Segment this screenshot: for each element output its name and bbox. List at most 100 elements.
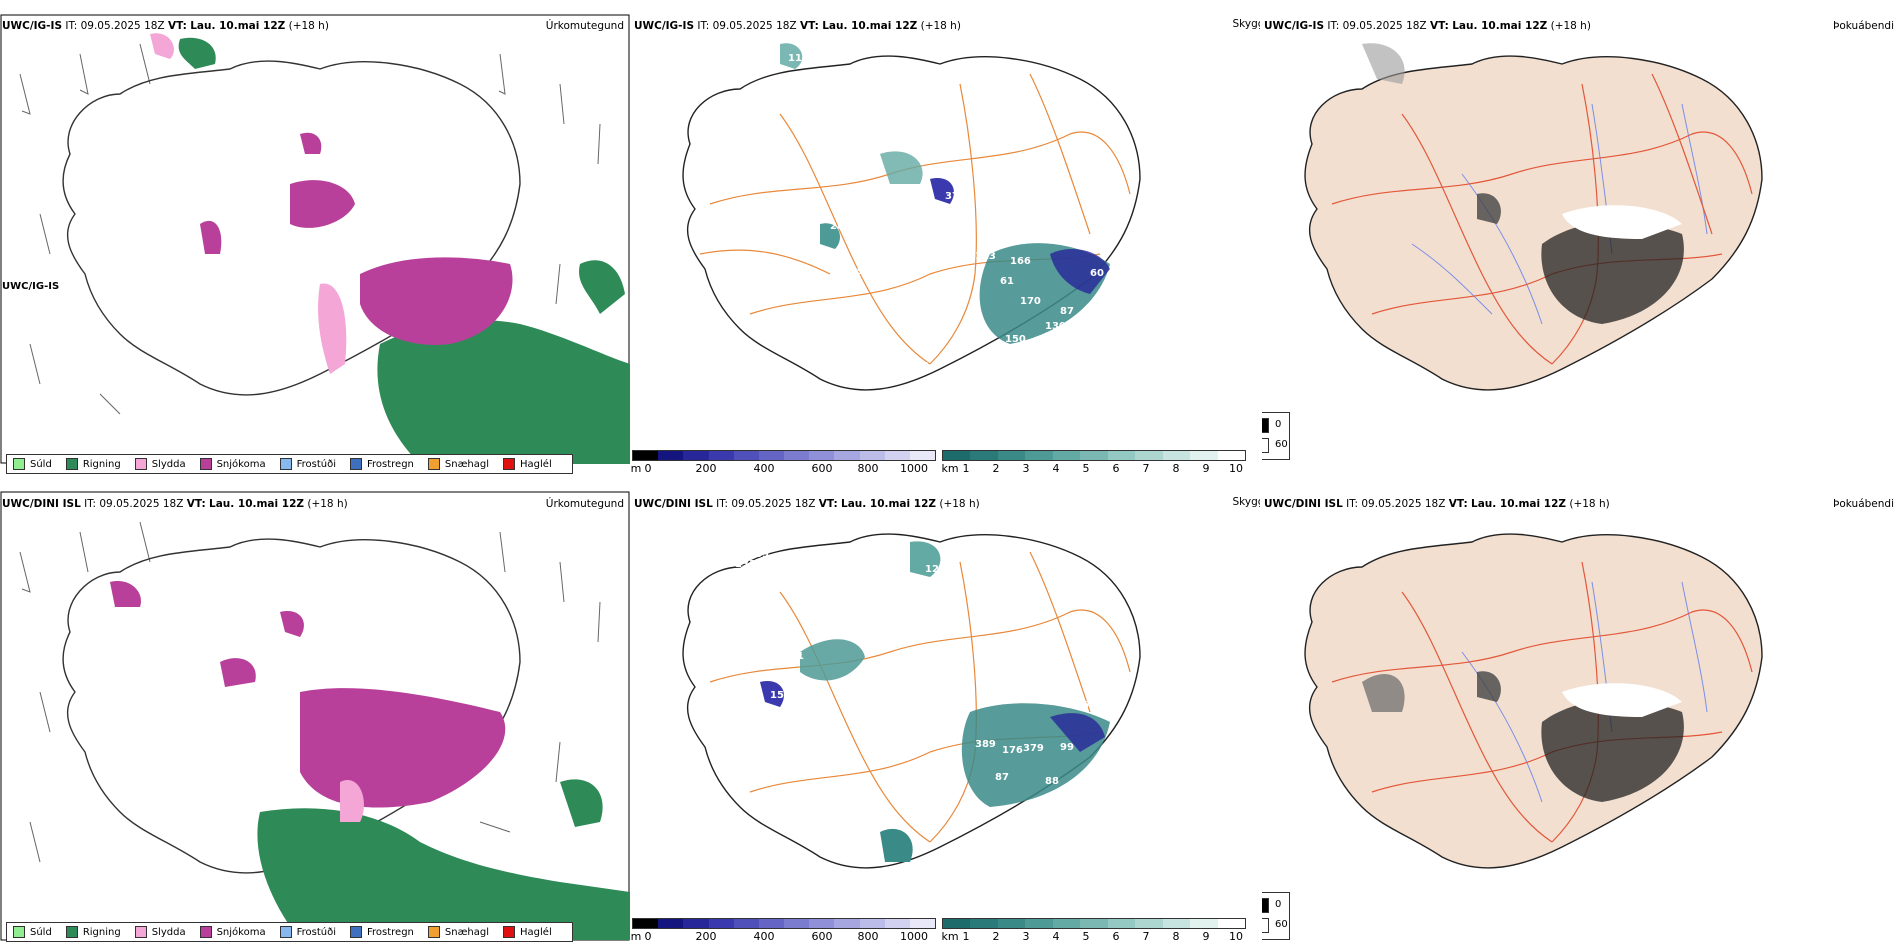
svg-text:190: 190 — [945, 686, 966, 697]
model-name: UWC/IG-IS — [1264, 20, 1325, 32]
visibility-tick: 4 — [1052, 930, 1060, 943]
legend-item-sleet: Slydda — [134, 458, 186, 470]
ceiling-tick: 800 — [857, 462, 879, 475]
precip-snow — [110, 581, 506, 808]
svg-text:84: 84 — [915, 361, 929, 372]
svg-text:64: 64 — [1082, 700, 1096, 711]
svg-text:170: 170 — [1020, 296, 1041, 307]
roads — [699, 73, 1131, 365]
ceiling-unit: m — [630, 462, 642, 475]
cloud-panel-row2: 131 89 82 121 162 71 15 190 300 292 389 … — [630, 482, 1260, 950]
vt-value: Lau. 10.mai 12Z — [190, 20, 286, 32]
svg-text:99: 99 — [1060, 742, 1074, 753]
visibility-tick: 2 — [992, 930, 1000, 943]
legend-label: Slydda — [151, 458, 186, 470]
svg-text:35: 35 — [1065, 336, 1079, 347]
it-value: 09.05.2025 18Z — [712, 20, 797, 32]
visibility-tick: 7 — [1142, 930, 1150, 943]
cloud-base-labels: 131 89 82 121 162 71 15 190 300 292 389 … — [670, 549, 1132, 877]
svg-text:155: 155 — [910, 251, 931, 262]
fog-legend-low-swatch — [1262, 438, 1269, 453]
model-name: UWC/DINI ISL — [634, 498, 713, 510]
iceland-land — [1304, 55, 1763, 391]
cloud-base-labels: 112 65 43 376 28 89 155 113 166 59 15 61… — [788, 53, 1104, 392]
map-side-label: UWC/IG-IS — [2, 281, 59, 292]
visibility-tick: 9 — [1202, 462, 1210, 475]
svg-text:162: 162 — [912, 580, 933, 591]
visibility-shading — [760, 541, 1110, 862]
model-name: UWC/DINI ISL — [1264, 498, 1343, 510]
fog-legend-high-swatch — [1262, 898, 1269, 913]
model-name: UWC/IG-IS — [634, 20, 695, 32]
it-label: IT: — [1346, 498, 1359, 510]
fog-legend-high-label: 0 — [1275, 419, 1282, 430]
ptype-title: Úrkomutegund — [545, 20, 624, 32]
legend-label: Frostregn — [367, 926, 414, 938]
svg-text:59: 59 — [850, 266, 864, 277]
legend-label: Snjókoma — [216, 458, 266, 470]
svg-text:292: 292 — [1010, 694, 1031, 705]
svg-text:88: 88 — [1045, 776, 1059, 787]
ceiling-tick: 1000 — [900, 930, 928, 943]
legend-label: Snæhagl — [444, 926, 490, 938]
fog-legend-low-swatch — [1262, 918, 1269, 933]
svg-text:176: 176 — [1002, 745, 1023, 756]
ceiling-colorbar-swatches — [632, 450, 936, 461]
vt-label: VT: — [799, 20, 819, 32]
lead-time: (+18 h) — [939, 498, 980, 510]
svg-text:87: 87 — [1060, 306, 1074, 317]
ptype-header-row1: UWC/IG-IS IT: 09.05.2025 18Z VT: Lau. 10… — [2, 20, 329, 32]
roads — [709, 551, 1131, 843]
visibility-tick: 8 — [1172, 462, 1180, 475]
model-name: UWC/IG-IS — [2, 20, 63, 32]
visibility-colorbar: km 1 2 3 4 5 6 7 8 9 10 — [941, 450, 1246, 476]
legend-label: Slydda — [151, 926, 186, 938]
legend-label: Haglél — [520, 458, 552, 470]
ptype-legend: Súld Rigning Slydda Snjókoma Frostúði Fr… — [6, 454, 573, 474]
svg-text:28: 28 — [830, 221, 844, 232]
ceiling-tick: 600 — [811, 930, 833, 943]
legend-item-snow-pellets: Snæhagl — [427, 458, 489, 470]
svg-text:89: 89 — [843, 221, 857, 232]
lead-time: (+18 h) — [1569, 498, 1610, 510]
legend-label: Frostúði — [296, 458, 336, 470]
fog-shading — [1362, 43, 1684, 324]
svg-text:78: 78 — [890, 316, 904, 327]
ceiling-tick: 200 — [695, 462, 717, 475]
svg-text:166: 166 — [1010, 256, 1031, 267]
legend-item-rain: Rigning — [65, 458, 121, 470]
ceiling-colorbar: m 0 200 400 600 800 1000 — [630, 450, 936, 476]
precip-sleet — [340, 780, 364, 822]
visibility-tick: 6 — [1112, 930, 1120, 943]
cloud-title: Skyggni — [1232, 18, 1261, 30]
svg-text:300: 300 — [988, 684, 1009, 695]
visibility-tick: 1 — [962, 930, 970, 943]
fog-header-row1: UWC/IG-IS IT: 09.05.2025 18Z VT: Lau. 10… — [1264, 20, 1591, 32]
fog-map-row2 — [1304, 533, 1763, 869]
precip-rain — [178, 37, 630, 464]
visibility-unit: km — [941, 462, 959, 475]
legend-label: Súld — [30, 458, 52, 470]
vt-label: VT: — [167, 20, 187, 32]
lead-time: (+18 h) — [1550, 20, 1591, 32]
legend-label: Frostregn — [367, 458, 414, 470]
ceiling-colorbar: m 0 200 400 600 800 1000 — [631, 918, 936, 944]
legend-item-snow: Snjókoma — [199, 458, 266, 470]
svg-text:82: 82 — [985, 346, 999, 357]
svg-text:87: 87 — [995, 772, 1009, 783]
legend-label: Rigning — [82, 458, 121, 470]
cloud-header-row2: UWC/DINI ISL IT: 09.05.2025 18Z VT: Lau.… — [634, 498, 980, 510]
visibility-colorbar-swatches — [942, 918, 1246, 929]
svg-text:65: 65 — [885, 96, 899, 107]
visibility-tick: 5 — [1082, 462, 1090, 475]
ptype-panel-row2: UWC/DINI ISL IT: 09.05.2025 18Z VT: Lau.… — [0, 482, 630, 950]
visibility-tick: 8 — [1172, 930, 1180, 943]
vt-value: Lau. 10.mai 12Z — [822, 20, 918, 32]
ptype-map-row2 — [0, 491, 630, 941]
svg-text:389: 389 — [975, 739, 996, 750]
it-value: 09.05.2025 18Z — [1361, 498, 1446, 510]
ptype-panel-row1: UWC/IG-IS UWC/IG-IS IT: 09.05.2025 18Z V… — [0, 14, 630, 482]
fog-title: Þokuábendi — [1833, 498, 1894, 510]
lead-time: (+18 h) — [288, 20, 329, 32]
svg-text:89: 89 — [755, 549, 769, 560]
